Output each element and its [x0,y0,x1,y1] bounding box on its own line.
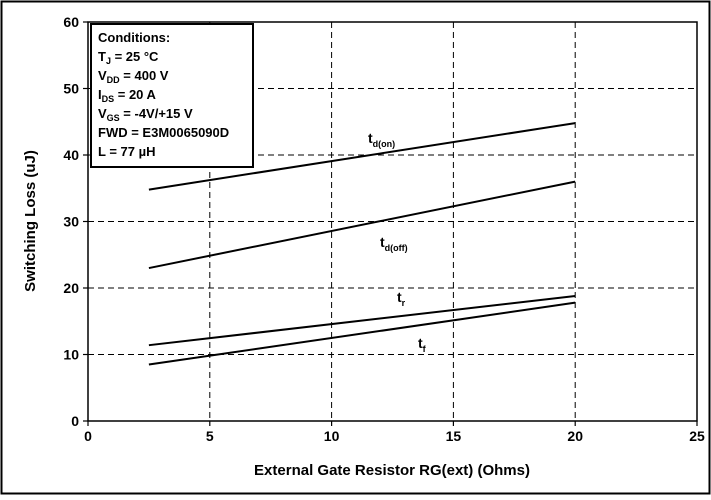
y-axis-title: Switching Loss (uJ) [22,150,39,292]
conditions-heading: Conditions: [98,30,170,45]
y-tick-label: 10 [63,347,79,363]
series-line-f [148,301,576,366]
series-label: tr [397,289,406,308]
x-tick-label: 5 [206,428,214,444]
series-line-don [148,122,576,191]
x-tick-label: 0 [84,428,92,444]
y-tick-label: 20 [63,280,79,296]
series-label: tf [418,335,427,354]
series-line-doff [148,180,576,270]
axis-ticks: 0 5 10 15 20 25 0 10 20 30 40 50 60 [63,14,705,444]
x-tick-label: 25 [689,428,705,444]
series-group [148,122,576,366]
condition-line: VGS = -4V/+15 V [98,106,193,123]
y-tick-label: 50 [63,81,79,97]
x-tick-label: 15 [446,428,462,444]
y-tick-label: 60 [63,14,79,30]
conditions-box-frame [90,23,254,168]
condition-line: TJ = 25 °C [98,49,159,66]
condition-line: IDS = 20 A [98,87,157,104]
condition-line: L = 77 µH [98,144,155,159]
series-line-r [148,294,576,347]
x-tick-label: 20 [567,428,583,444]
y-tick-label: 40 [63,147,79,163]
x-axis-title: External Gate Resistor RG(ext) (Ohms) [254,462,530,479]
condition-line: FWD = E3M0065090D [98,125,229,140]
y-tick-label: 0 [71,413,79,429]
y-tick-label: 30 [63,214,79,230]
x-tick-label: 10 [324,428,340,444]
